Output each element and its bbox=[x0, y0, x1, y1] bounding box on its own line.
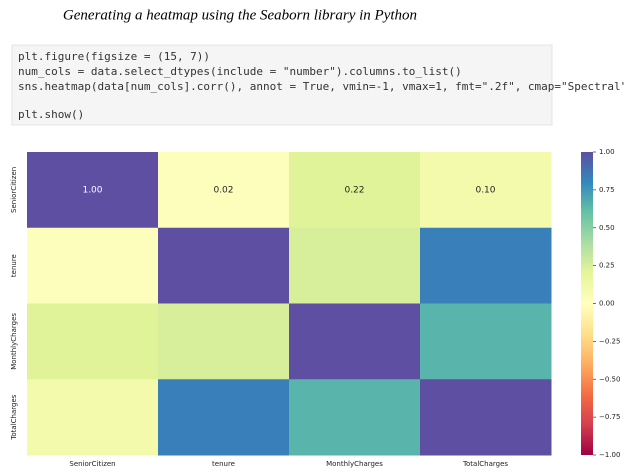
heatmap-cell bbox=[27, 152, 159, 229]
code-line: sns.heatmap(data[num_cols].corr(), annot… bbox=[18, 80, 624, 93]
cell-label: 1.00 bbox=[82, 185, 102, 195]
colorbar-tick-label: 0.00 bbox=[599, 300, 615, 308]
heatmap-cell bbox=[420, 379, 552, 456]
heatmap-cell bbox=[420, 303, 552, 380]
code-box bbox=[11, 44, 553, 126]
colorbar-tick-label: 1.00 bbox=[599, 148, 615, 156]
colorbar-tick-label: −0.75 bbox=[599, 413, 620, 421]
cell-label: 0.22 bbox=[344, 185, 364, 195]
heatmap-cell bbox=[27, 379, 159, 456]
colorbar-tick-label: 0.75 bbox=[599, 186, 615, 194]
colorbar-tick-label: 0.25 bbox=[599, 262, 615, 270]
x-tick-label: TotalCharges bbox=[462, 460, 508, 468]
colorbar-tick-label: 0.50 bbox=[599, 224, 615, 232]
heatmap-cell bbox=[158, 379, 290, 456]
heatmap-cell bbox=[289, 227, 421, 304]
code-line: plt.show() bbox=[18, 108, 84, 121]
cell-label: 0.10 bbox=[475, 185, 495, 195]
x-tick-label: MonthlyCharges bbox=[326, 460, 383, 468]
heatmap-cell bbox=[158, 303, 290, 380]
y-tick-label: MonthlyCharges bbox=[10, 313, 18, 370]
heatmap-cell bbox=[158, 227, 290, 304]
heatmap-cell bbox=[27, 303, 159, 380]
y-tick-label: TotalCharges bbox=[10, 394, 18, 440]
x-tick-label: tenure bbox=[212, 460, 235, 468]
heatmap-cell bbox=[158, 152, 290, 229]
heatmap-cell bbox=[289, 303, 421, 380]
heatmap-cell bbox=[289, 152, 421, 229]
heatmap-cell bbox=[27, 227, 159, 304]
heatmap-cell bbox=[289, 379, 421, 456]
colorbar-tick-label: −1.00 bbox=[599, 451, 620, 459]
cell-label: 0.02 bbox=[213, 185, 233, 195]
y-tick-label: tenure bbox=[10, 254, 18, 277]
y-tick-label: SeniorCitizen bbox=[10, 167, 18, 213]
code-line: plt.figure(figsize = (15, 7)) bbox=[18, 50, 210, 63]
colorbar bbox=[581, 152, 593, 455]
colorbar-tick-label: −0.25 bbox=[599, 337, 620, 345]
caption: Generating a heatmap using the Seaborn l… bbox=[63, 7, 417, 23]
heatmap-cell bbox=[420, 152, 552, 229]
code-line: num_cols = data.select_dtypes(include = … bbox=[18, 65, 462, 78]
x-tick-label: SeniorCitizen bbox=[69, 460, 115, 468]
colorbar-tick-label: −0.50 bbox=[599, 375, 620, 383]
heatmap-cell bbox=[420, 227, 552, 304]
